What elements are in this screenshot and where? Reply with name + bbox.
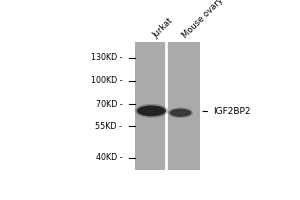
Text: 55KD -: 55KD - <box>95 122 122 131</box>
Text: 70KD -: 70KD - <box>96 100 122 109</box>
Text: IGF2BP2: IGF2BP2 <box>203 107 250 116</box>
Bar <box>135 42 200 170</box>
Ellipse shape <box>137 105 166 116</box>
Ellipse shape <box>169 109 191 117</box>
Text: Mouse ovary: Mouse ovary <box>181 0 225 40</box>
Text: Jurkat: Jurkat <box>152 16 175 40</box>
Text: 130KD -: 130KD - <box>91 53 122 62</box>
Ellipse shape <box>135 104 168 118</box>
Text: 40KD -: 40KD - <box>96 153 122 162</box>
Text: 100KD -: 100KD - <box>91 76 122 85</box>
Ellipse shape <box>168 107 193 118</box>
